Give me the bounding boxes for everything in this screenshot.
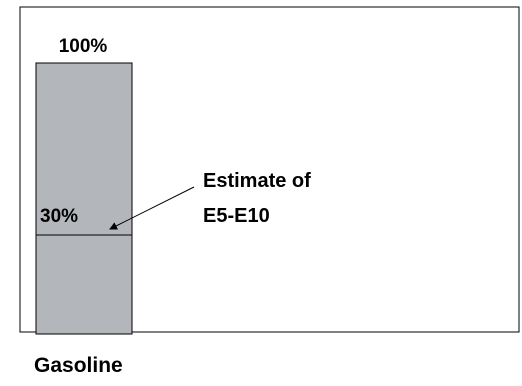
- bar-value-label: 100%: [59, 36, 108, 57]
- annotation-line-2: E5-E10: [203, 205, 270, 227]
- annotation-arrow: [109, 186, 195, 230]
- marker-value-label: 30%: [40, 206, 78, 227]
- annotation-line-1: Estimate of: [203, 170, 311, 192]
- category-label-gasoline: Gasoline: [34, 354, 123, 377]
- bar-gasoline: [35, 62, 133, 335]
